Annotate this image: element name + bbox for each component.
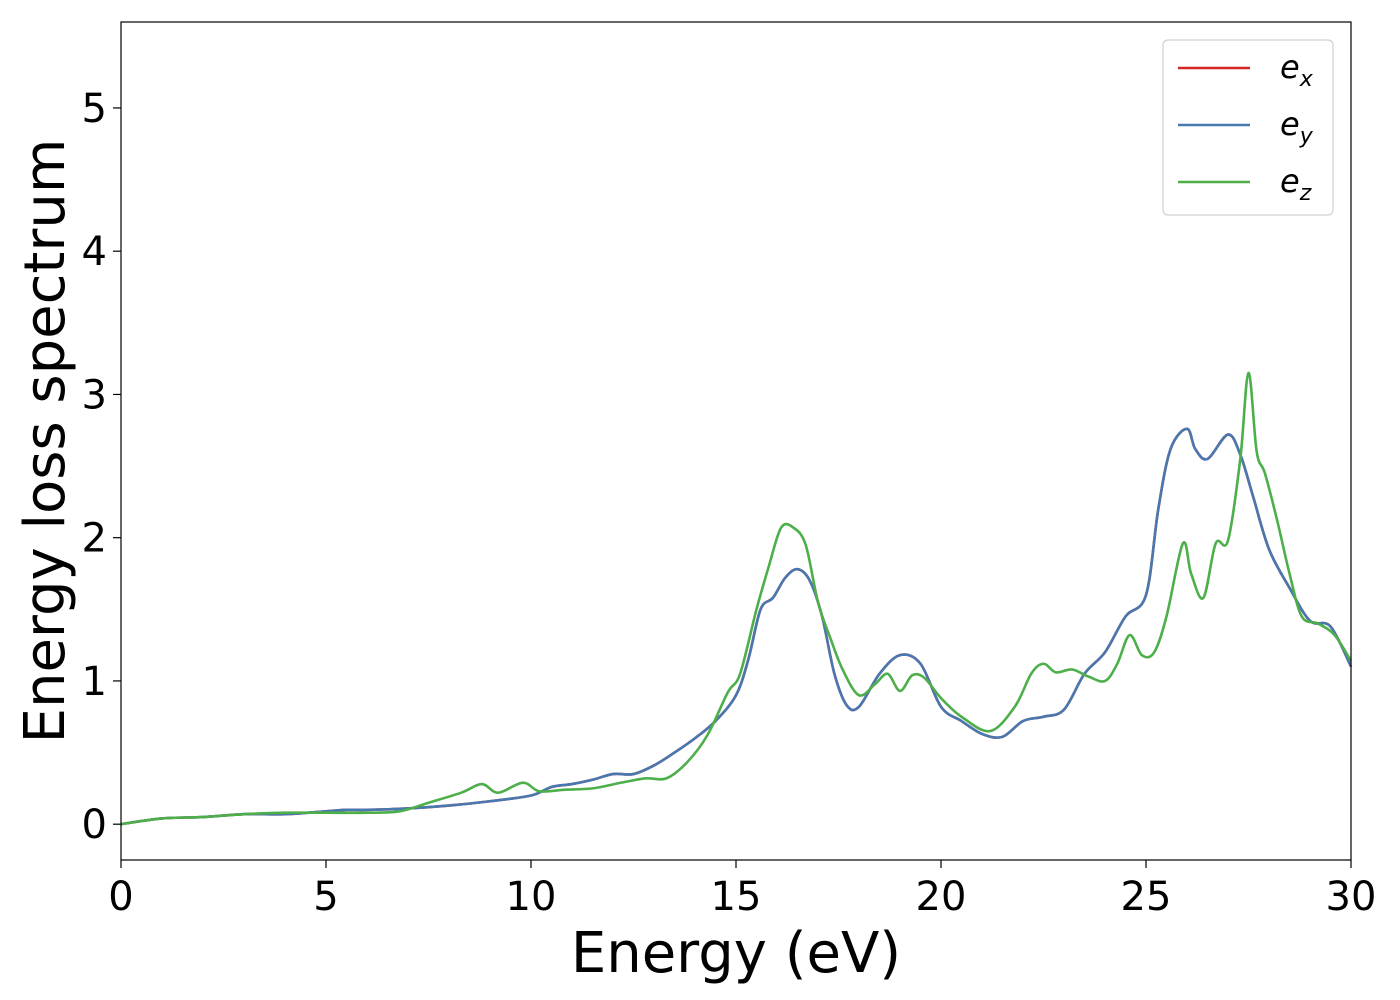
legend-box xyxy=(1162,39,1334,216)
x-tick-label: 15 xyxy=(711,874,762,920)
legend-label-y: ey xyxy=(1280,105,1314,149)
y-axis-title: Energy loss spectrum xyxy=(13,139,78,744)
y-tick-label: 5 xyxy=(82,86,107,132)
y-tick-label: 0 xyxy=(82,802,107,848)
y-tick-label: 1 xyxy=(82,659,107,705)
x-tick-label: 25 xyxy=(1121,874,1172,920)
x-axis-ticks: 0 5 10 15 20 25 30 xyxy=(108,860,1376,920)
x-tick-label: 20 xyxy=(916,874,967,920)
plot-background xyxy=(121,22,1351,860)
y-tick-label: 4 xyxy=(82,229,107,275)
series-line-y xyxy=(120,427,1353,826)
y-axis-ticks: 0 1 2 3 4 5 xyxy=(82,86,121,848)
legend-label-x: ex xyxy=(1280,48,1314,92)
legend: ex ey ez xyxy=(1162,39,1334,216)
legend-label-z: ez xyxy=(1280,162,1312,206)
x-tick-label: 10 xyxy=(506,874,557,920)
series-line-z xyxy=(120,371,1353,826)
x-tick-label: 30 xyxy=(1326,874,1377,920)
x-tick-label: 5 xyxy=(313,874,338,920)
y-tick-label: 2 xyxy=(82,516,107,562)
y-tick-label: 3 xyxy=(82,372,107,418)
series-layer xyxy=(120,371,1353,826)
x-axis-title: Energy (eV) xyxy=(571,921,901,986)
x-tick-label: 0 xyxy=(108,874,133,920)
